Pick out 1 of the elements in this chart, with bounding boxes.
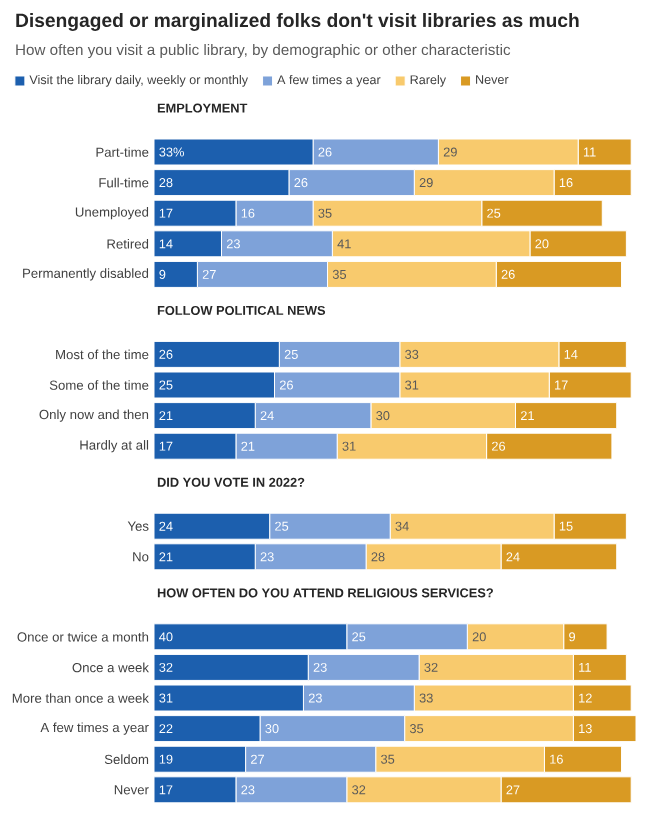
chart-title: Disengaged or marginalized folks don't visit libraries as much bbox=[16, 13, 579, 31]
